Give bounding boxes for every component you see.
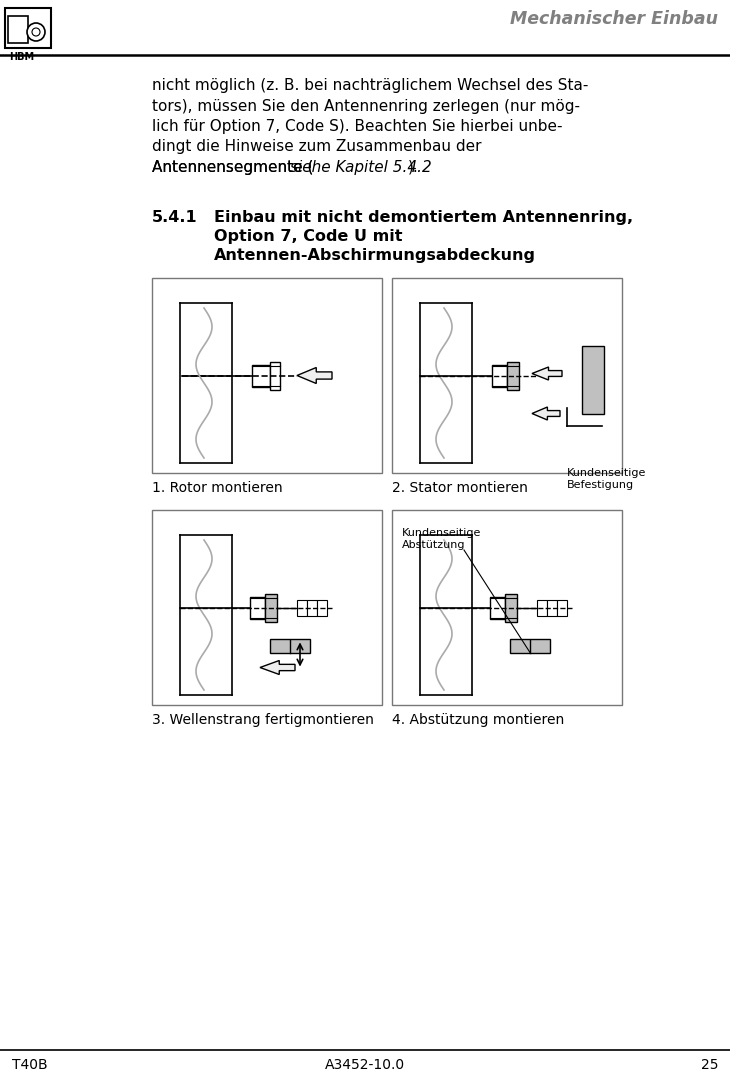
Bar bbox=[490, 596, 505, 618]
Text: 4. Abstützung montieren: 4. Abstützung montieren bbox=[392, 713, 564, 727]
Text: ).: ). bbox=[408, 160, 419, 175]
Text: Antennen-Abschirmungsabdeckung: Antennen-Abschirmungsabdeckung bbox=[214, 249, 536, 263]
Bar bbox=[270, 362, 280, 389]
Bar bbox=[392, 510, 622, 705]
Polygon shape bbox=[297, 367, 332, 384]
Bar bbox=[510, 639, 550, 653]
Bar bbox=[5, 8, 51, 48]
Polygon shape bbox=[260, 661, 295, 675]
Text: Kundenseitige
Abstützung: Kundenseitige Abstützung bbox=[402, 528, 481, 549]
Text: tors), müssen Sie den Antennenring zerlegen (nur mög-: tors), müssen Sie den Antennenring zerle… bbox=[152, 98, 580, 113]
Bar bbox=[582, 346, 604, 413]
Text: 1. Rotor montieren: 1. Rotor montieren bbox=[152, 481, 283, 495]
Bar bbox=[250, 596, 265, 618]
Text: lich für Option 7, Code S). Beachten Sie hierbei unbe-: lich für Option 7, Code S). Beachten Sie… bbox=[152, 119, 563, 134]
Polygon shape bbox=[532, 367, 562, 380]
Bar bbox=[392, 278, 622, 473]
Bar bbox=[297, 600, 307, 616]
Text: 5.4.1: 5.4.1 bbox=[152, 210, 198, 225]
Text: siehe Kapitel 5.4.2: siehe Kapitel 5.4.2 bbox=[290, 160, 431, 175]
Bar bbox=[152, 278, 382, 473]
Text: Option 7, Code U mit: Option 7, Code U mit bbox=[214, 229, 402, 244]
Text: Antennensegmente (: Antennensegmente ( bbox=[152, 160, 313, 175]
Bar bbox=[505, 593, 517, 621]
Circle shape bbox=[27, 23, 45, 41]
Bar bbox=[152, 510, 382, 705]
Bar bbox=[8, 16, 28, 43]
Bar bbox=[270, 639, 310, 653]
Bar bbox=[265, 593, 277, 621]
Bar bbox=[557, 600, 567, 616]
Text: Antennensegmente (: Antennensegmente ( bbox=[152, 160, 313, 175]
Bar bbox=[307, 600, 317, 616]
Text: Mechanischer Einbau: Mechanischer Einbau bbox=[510, 10, 718, 28]
Bar bbox=[252, 364, 270, 387]
Bar bbox=[317, 600, 327, 616]
Text: 3. Wellenstrang fertigmontieren: 3. Wellenstrang fertigmontieren bbox=[152, 713, 374, 727]
Text: Kundenseitige
Befestigung: Kundenseitige Befestigung bbox=[567, 468, 646, 489]
Text: A3452-10.0: A3452-10.0 bbox=[325, 1058, 405, 1071]
Text: dingt die Hinweise zum Zusammenbau der: dingt die Hinweise zum Zusammenbau der bbox=[152, 140, 482, 155]
Text: Einbau mit nicht demontiertem Antennenring,: Einbau mit nicht demontiertem Antennenri… bbox=[214, 210, 633, 225]
Text: 25: 25 bbox=[701, 1058, 718, 1071]
Text: 2. Stator montieren: 2. Stator montieren bbox=[392, 481, 528, 495]
Text: nicht möglich (z. B. bei nachträglichem Wechsel des Sta-: nicht möglich (z. B. bei nachträglichem … bbox=[152, 78, 588, 93]
Bar bbox=[537, 600, 547, 616]
Text: HBM: HBM bbox=[9, 52, 34, 62]
Circle shape bbox=[32, 28, 40, 36]
Polygon shape bbox=[532, 407, 560, 420]
Bar bbox=[492, 364, 507, 387]
Bar bbox=[547, 600, 557, 616]
Text: T40B: T40B bbox=[12, 1058, 47, 1071]
Bar bbox=[507, 362, 519, 389]
